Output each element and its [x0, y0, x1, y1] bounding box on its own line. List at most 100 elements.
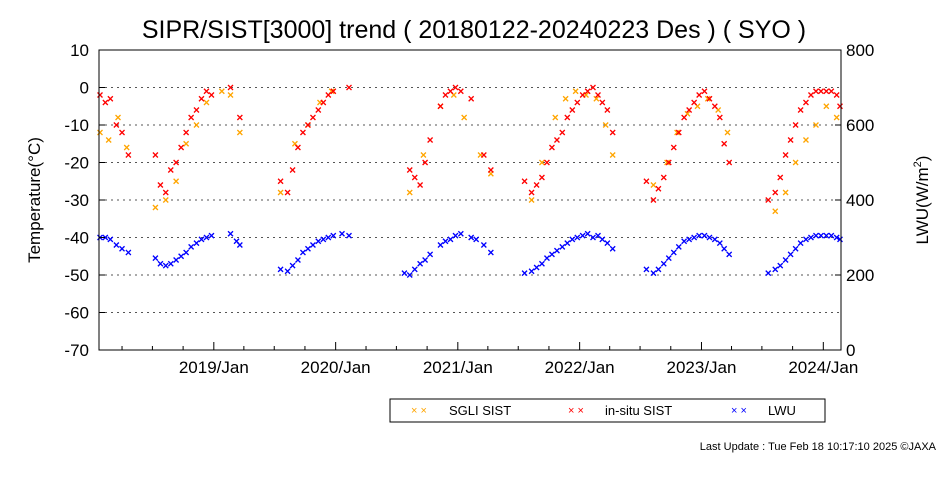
lwu-point [183, 249, 190, 256]
sgli-sist-point [772, 208, 779, 215]
y-tick-label-right: 600 [846, 116, 874, 135]
lwu-point [162, 262, 169, 269]
lwu-point [203, 234, 210, 241]
chart-title: SIPR/SIST[3000] trend ( 20180122-2024022… [142, 16, 806, 44]
lwu-point [706, 234, 713, 241]
insitu-sist-point [569, 107, 576, 113]
insitu-sist-point [457, 88, 464, 95]
lwu-point [468, 234, 475, 241]
lwu-point [188, 243, 195, 250]
insitu-sist-point [595, 92, 601, 98]
lwu-point [609, 245, 616, 252]
lwu-point [675, 243, 682, 250]
lwu-point [660, 260, 667, 267]
sgli-sist-point [802, 137, 809, 143]
lwu-point [277, 266, 284, 273]
right-axis-label-end: ) [913, 156, 932, 162]
insitu-sist-point [538, 174, 545, 181]
insitu-sist-point [609, 129, 616, 136]
y-tick-label-left: -70 [64, 341, 89, 360]
legend-label-lwu: LWU [768, 403, 796, 418]
lwu-point [289, 262, 296, 269]
lwu-point [538, 260, 545, 267]
sgli-sist-point [420, 152, 427, 158]
x-tick-label: 2023/Jan [667, 358, 737, 377]
lwu-point [528, 268, 535, 275]
lwu-point [533, 264, 540, 271]
lwu-point [655, 266, 662, 273]
lwu-point [564, 240, 571, 247]
lwu-point [473, 236, 480, 243]
sgli-sist-point [562, 95, 569, 102]
insitu-sist-point [660, 174, 667, 181]
insitu-sist-point [548, 144, 555, 151]
insitu-sist-point [655, 185, 662, 192]
lwu-point [808, 234, 814, 241]
last-update-text: Last Update : Tue Feb 18 10:17:10 2025 ©… [700, 441, 937, 453]
insitu-sist-point [320, 99, 327, 106]
lwu-point [553, 247, 560, 254]
lwu-point [823, 232, 830, 239]
insitu-sist-point [686, 107, 693, 113]
lwu-point [574, 234, 581, 241]
y-tick-label-left: -60 [64, 304, 89, 323]
lwu-point [543, 255, 550, 262]
insitu-sist-point [411, 174, 418, 181]
insitu-sist-point [604, 107, 611, 113]
insitu-sist-point [236, 114, 243, 121]
lwu-point [604, 240, 611, 247]
insitu-sist-point [533, 182, 540, 188]
lwu-point [726, 251, 733, 258]
y-tick-label-left: -50 [64, 266, 89, 285]
right-axis-label: LWU(W/m2) [912, 156, 932, 245]
insitu-sist-point [102, 99, 109, 106]
insitu-sist-point [417, 182, 424, 188]
insitu-sist-point [813, 88, 819, 95]
insitu-sist-point [559, 129, 566, 136]
lwu-point [411, 266, 418, 273]
lwu-point [227, 230, 234, 237]
x-tick-label: 2022/Jan [545, 358, 615, 377]
insitu-sist-point [579, 92, 586, 98]
lwu-point [782, 257, 789, 263]
lwu-point [457, 230, 464, 237]
insitu-sist-point [289, 167, 296, 173]
lwu-point [686, 236, 693, 243]
left-y-axis-ticks: 10 0 -10 -20 -30 -40 -50 -60 -70 [64, 41, 105, 360]
left-axis-label: Temperature(°C) [25, 137, 44, 263]
sgli-sist-point [203, 99, 210, 106]
x-tick-label: 2019/Jan [179, 358, 249, 377]
lwu-point [665, 255, 672, 262]
insitu-sist-point [167, 167, 174, 173]
lwu-point [447, 236, 454, 243]
lwu-point [792, 245, 799, 252]
insitu-sist-point [599, 99, 606, 106]
lwu-point [157, 260, 164, 267]
lwu-point [330, 232, 337, 239]
insitu-sist-point [227, 84, 234, 91]
lwu-point [406, 272, 413, 278]
lwu-point [777, 262, 784, 269]
lwu-point [198, 236, 205, 243]
lwu-point [236, 242, 243, 248]
y-tick-label-left: -30 [64, 191, 89, 210]
insitu-sist-point [113, 122, 120, 128]
lwu-point [113, 242, 120, 248]
lwu-point [480, 242, 487, 248]
lwu-point [548, 251, 555, 258]
insitu-sist-point [701, 88, 708, 95]
insitu-sist-point [125, 152, 132, 158]
lwu-point [107, 236, 114, 243]
y-tick-label-left: -10 [64, 116, 89, 135]
insitu-sist-point [188, 114, 195, 121]
insitu-sist-point [325, 92, 332, 98]
sgli-sist-point [173, 178, 180, 185]
insitu-sist-point [427, 137, 434, 143]
sgli-sist-point [277, 189, 284, 196]
sgli-sist-point [193, 122, 200, 128]
insitu-sist-point [157, 182, 164, 188]
grid-lines [99, 87, 841, 313]
insitu-sist-point [528, 189, 535, 196]
insitu-sist-point [643, 178, 650, 185]
sgli-sist-point [609, 152, 616, 158]
